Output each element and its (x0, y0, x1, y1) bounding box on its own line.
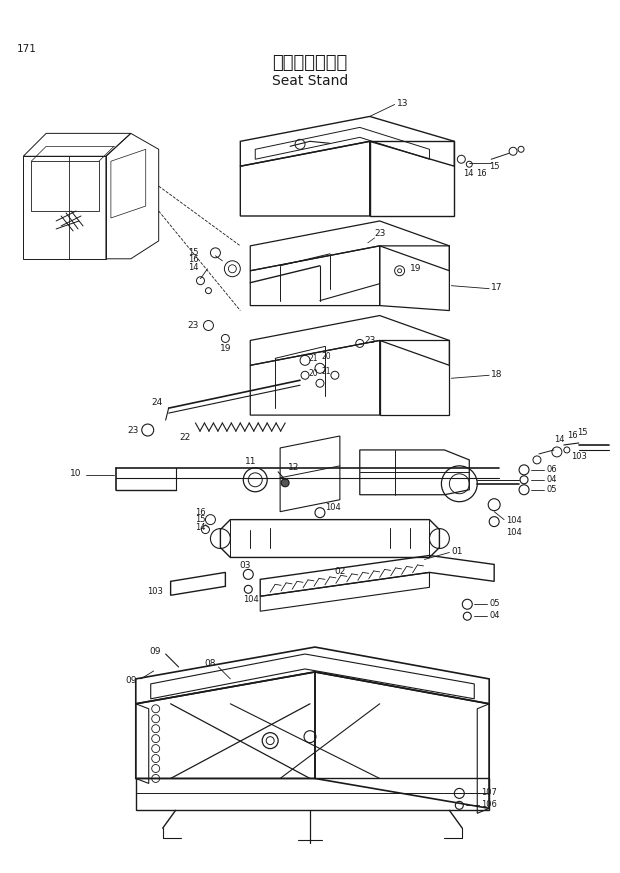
Text: 11: 11 (244, 457, 256, 466)
Text: 14: 14 (554, 436, 564, 444)
Text: 23: 23 (374, 230, 386, 238)
Text: 15: 15 (577, 428, 587, 436)
Text: 19: 19 (219, 344, 231, 353)
Text: 15: 15 (195, 515, 206, 524)
Text: 21: 21 (322, 367, 332, 375)
Circle shape (281, 478, 289, 487)
Text: 06: 06 (547, 465, 557, 474)
Text: 104: 104 (325, 503, 340, 512)
Text: 04: 04 (547, 475, 557, 485)
Text: 04: 04 (489, 611, 500, 620)
Text: 01: 01 (451, 547, 463, 556)
Text: 17: 17 (491, 283, 503, 292)
Text: 23: 23 (365, 336, 376, 345)
Text: 18: 18 (491, 370, 503, 379)
Text: 104: 104 (243, 595, 259, 604)
Text: 24: 24 (151, 398, 162, 407)
Text: 15: 15 (188, 248, 198, 258)
Text: 107: 107 (481, 788, 497, 797)
Text: 09: 09 (149, 647, 161, 656)
Text: Seat Stand: Seat Stand (272, 73, 348, 87)
Text: 23: 23 (187, 321, 198, 330)
Text: 103: 103 (571, 452, 587, 462)
Text: 14: 14 (463, 168, 474, 178)
Text: 05: 05 (489, 599, 500, 608)
Text: 21: 21 (308, 354, 317, 363)
Text: 10: 10 (69, 470, 81, 478)
Text: 03: 03 (239, 561, 251, 570)
Text: 23: 23 (127, 425, 139, 435)
Text: 104: 104 (506, 516, 522, 526)
Text: 16: 16 (195, 508, 206, 517)
Text: 20: 20 (308, 368, 317, 378)
Text: 14: 14 (188, 264, 198, 272)
Text: 20: 20 (322, 352, 332, 361)
Text: 16: 16 (476, 168, 487, 178)
Text: 05: 05 (547, 485, 557, 494)
Text: 103: 103 (147, 587, 162, 595)
Text: 09: 09 (125, 677, 137, 685)
Text: 08: 08 (204, 659, 215, 669)
Text: 16: 16 (567, 430, 577, 439)
Text: 16: 16 (188, 255, 198, 265)
Text: 104: 104 (506, 528, 522, 537)
Text: 02: 02 (334, 567, 345, 576)
Text: 14: 14 (195, 523, 206, 532)
Text: 171: 171 (16, 44, 36, 54)
Text: 22: 22 (179, 434, 190, 443)
Text: 106: 106 (481, 800, 497, 809)
Text: 15: 15 (489, 162, 500, 171)
Text: 19: 19 (410, 265, 421, 273)
Text: シートスタンド: シートスタンド (272, 54, 348, 72)
Text: 13: 13 (397, 99, 408, 108)
Text: 12: 12 (288, 464, 299, 472)
